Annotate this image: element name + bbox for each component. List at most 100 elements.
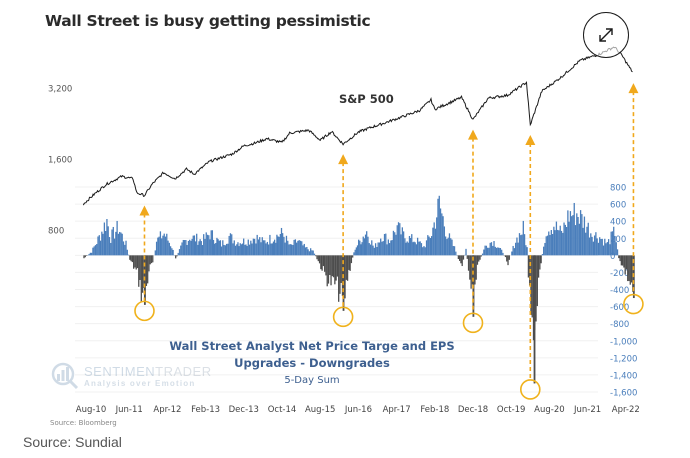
area-bar xyxy=(140,255,142,302)
area-bar xyxy=(442,216,444,256)
area-bar xyxy=(159,231,162,256)
area-bar xyxy=(218,240,220,256)
area-bar xyxy=(395,234,397,256)
sp500-label: S&P 500 xyxy=(339,92,394,106)
area-bar xyxy=(275,242,277,256)
area-bar xyxy=(303,243,305,256)
area-bar xyxy=(518,233,521,256)
area-bar xyxy=(424,247,426,256)
area-bar xyxy=(466,255,468,259)
area-bar xyxy=(283,236,285,256)
area-bar xyxy=(412,242,414,256)
area-bar xyxy=(479,255,481,260)
area-bar xyxy=(190,240,192,256)
area-bar xyxy=(122,241,125,256)
area-bar xyxy=(215,242,217,256)
area-bar xyxy=(567,210,569,256)
area-bar xyxy=(453,246,456,256)
area-bar xyxy=(149,255,151,265)
area-bar xyxy=(621,255,624,266)
area-bar xyxy=(504,255,507,258)
area-bar xyxy=(405,242,407,256)
area-bar xyxy=(623,255,625,268)
area-bar xyxy=(152,255,154,263)
area-bar xyxy=(92,247,94,256)
expand-button[interactable] xyxy=(583,12,629,58)
area-bar xyxy=(98,235,100,256)
area-bar xyxy=(607,239,610,256)
area-bar xyxy=(497,247,499,256)
area-bar xyxy=(585,232,587,256)
area-bar xyxy=(499,248,502,256)
low-circle-marker xyxy=(332,306,354,328)
area-bar xyxy=(307,249,309,256)
area-bar xyxy=(550,230,552,256)
area-bar xyxy=(236,244,238,256)
area-bar xyxy=(189,239,191,256)
area-bar xyxy=(484,245,486,256)
area-bar xyxy=(296,242,298,256)
x-axis: Aug-10 Jun-11 Apr-12 Feb-13 Dec-13 Oct-14 Aug-… xyxy=(76,405,640,415)
area-bar xyxy=(172,249,174,256)
area-bar xyxy=(531,255,533,318)
area-bar xyxy=(155,241,158,256)
right-y-tick-label: -200 xyxy=(610,269,629,279)
area-bar xyxy=(292,244,294,256)
area-bar xyxy=(130,255,132,262)
area-bar xyxy=(558,230,560,256)
area-bar xyxy=(312,250,314,256)
arrow-head-icon xyxy=(628,83,639,94)
area-bar xyxy=(587,222,589,256)
area-bar xyxy=(308,251,311,256)
area-bar xyxy=(199,239,201,256)
area-bar xyxy=(121,233,123,256)
area-bar xyxy=(563,222,565,256)
area-bar xyxy=(372,245,374,256)
area-bar xyxy=(145,255,148,286)
area-bar xyxy=(169,246,172,256)
area-bar xyxy=(353,252,355,256)
area-bar xyxy=(444,236,447,256)
area-bar xyxy=(136,255,139,269)
area-bar xyxy=(367,236,369,256)
area-bar xyxy=(227,243,229,256)
area-bar xyxy=(615,242,617,256)
area-bar xyxy=(604,238,606,256)
right-y-tick-label: -1,400 xyxy=(610,371,637,381)
area-bar xyxy=(513,248,516,256)
area-bar xyxy=(544,242,546,256)
area-bar xyxy=(478,255,480,262)
area-bar xyxy=(515,242,517,256)
area-bar xyxy=(408,235,411,256)
area-bar xyxy=(93,246,95,256)
area-bar xyxy=(210,230,212,256)
area-bar xyxy=(255,243,257,256)
area-bar xyxy=(595,232,597,256)
area-bar xyxy=(350,255,353,264)
sp500-line xyxy=(82,46,633,206)
area-bar xyxy=(402,231,405,256)
area-bar xyxy=(197,244,199,256)
area-bar xyxy=(344,255,346,299)
area-bar xyxy=(243,238,245,256)
area-bar xyxy=(588,237,591,256)
x-tick-label: Jun-16 xyxy=(344,405,372,415)
area-bar xyxy=(237,242,239,256)
area-bar xyxy=(352,255,354,258)
area-bar xyxy=(396,225,398,256)
area-bar xyxy=(279,233,282,256)
area-bar xyxy=(349,255,351,271)
area-bar xyxy=(231,234,233,256)
area-bar xyxy=(102,233,104,256)
area-bar xyxy=(332,255,335,278)
area-spike xyxy=(533,255,536,384)
area-bar xyxy=(397,222,400,256)
area-bar xyxy=(543,246,545,256)
logo-name-part2: TRADER xyxy=(155,364,212,379)
area-bar xyxy=(257,239,260,256)
x-tick-label: Oct-19 xyxy=(497,405,526,415)
area-bar xyxy=(185,240,187,256)
x-tick-label: Apr-12 xyxy=(153,405,181,415)
area-bar xyxy=(245,244,247,256)
bloomberg-source: Source: Bloomberg xyxy=(50,419,117,427)
